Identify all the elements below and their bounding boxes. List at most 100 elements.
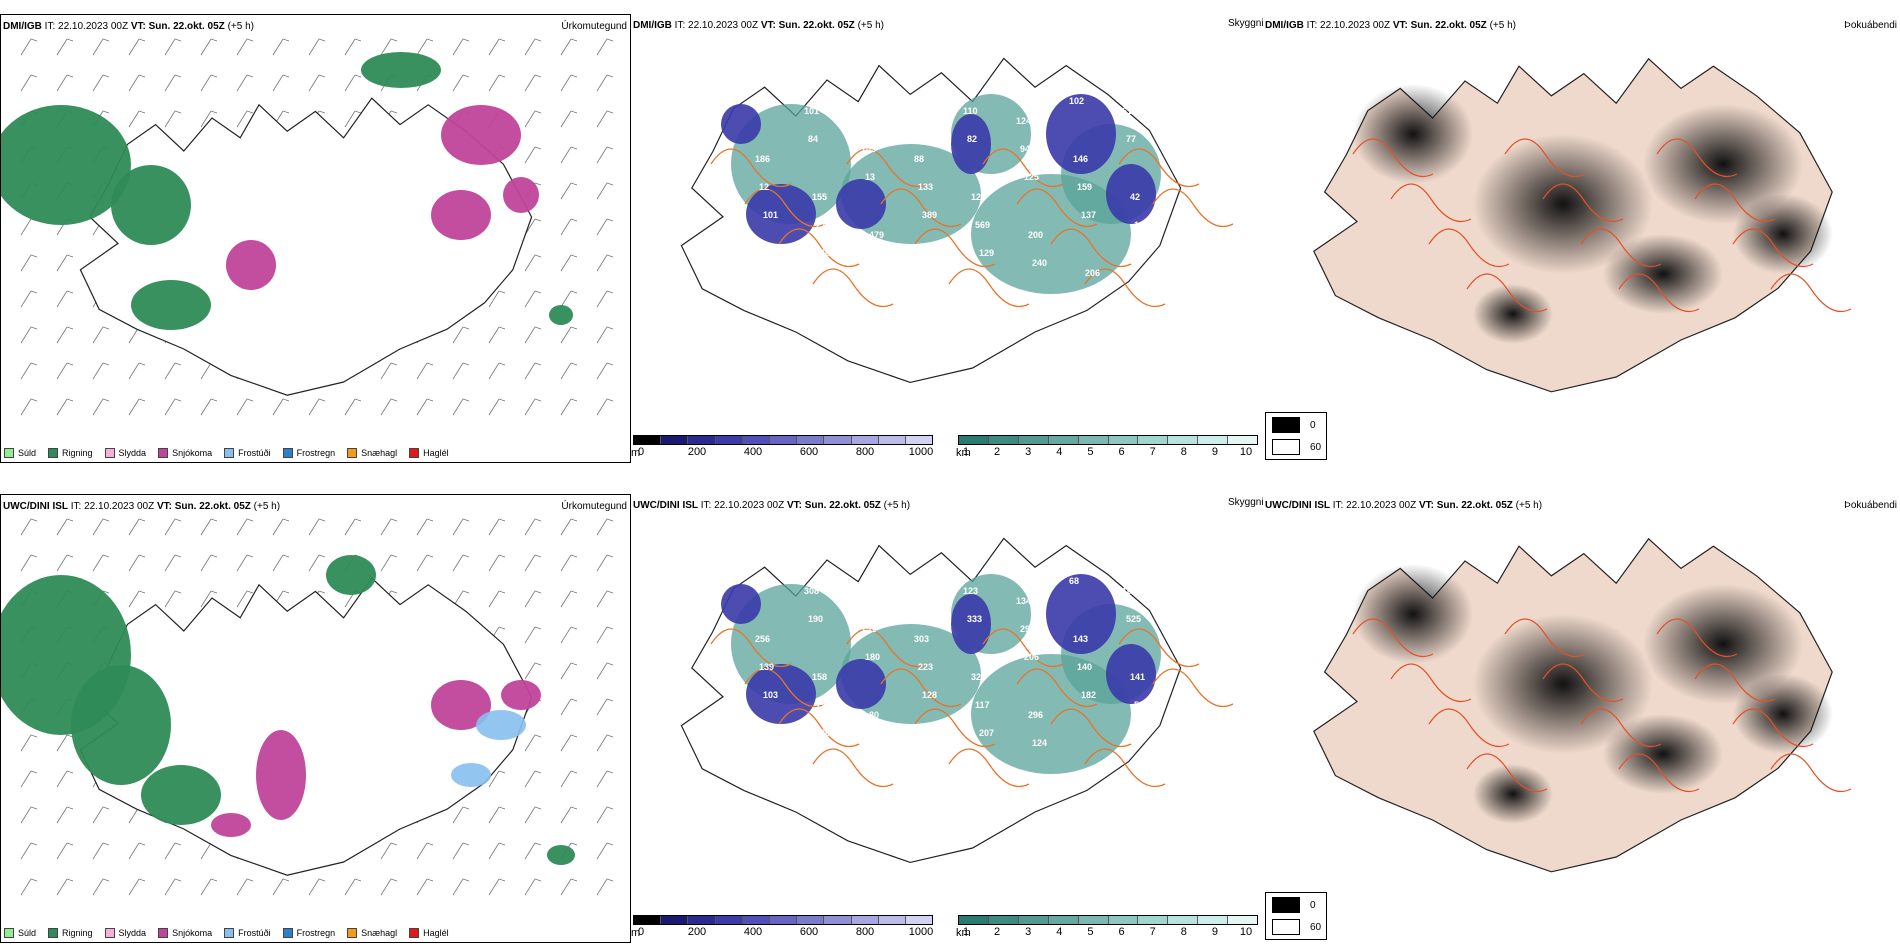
legend-item: Frostregn: [282, 928, 335, 938]
wind-barb: [426, 362, 434, 366]
field-patch: [836, 179, 886, 229]
wind-barb: [174, 110, 182, 114]
field-patch: [836, 659, 886, 709]
visibility-value-label: 128: [922, 690, 937, 700]
wind-barb: [92, 518, 104, 536]
wind-barb: [20, 842, 32, 860]
visibility-value-label: 114: [751, 96, 766, 106]
legend-item: Snæhagl: [347, 928, 397, 938]
colorbar-segment: [1078, 916, 1109, 924]
legend-swatch: [104, 448, 115, 458]
wind-barb: [20, 734, 32, 752]
wind-barb: [308, 398, 320, 416]
colorbar-tick-label: 600: [799, 926, 819, 938]
wind-barb: [138, 878, 146, 882]
wind-barb: [560, 110, 572, 128]
wind-barb: [174, 554, 182, 558]
wind-barb: [534, 770, 542, 774]
visibility-value-label: 77: [1126, 134, 1136, 144]
colorbar-segment: [1108, 436, 1139, 444]
wind-barb: [596, 182, 608, 200]
wind-barb: [138, 362, 146, 366]
wind-barb: [390, 38, 398, 42]
wind-barb: [246, 74, 254, 78]
field-patch: [549, 305, 573, 325]
wind-barb: [200, 38, 212, 56]
visibility-value-label: 240: [1032, 258, 1047, 268]
wind-barb: [534, 626, 542, 630]
colorbar-segment: [742, 916, 770, 924]
road-line: [1084, 748, 1166, 788]
visibility-colorbar-m-2: 0 200 400 600 800 1000 m: [631, 915, 933, 939]
colorbar-segment: [1168, 436, 1199, 444]
wind-barb: [174, 362, 182, 366]
visibility-value-label: 116: [857, 116, 872, 126]
wind-barb: [606, 74, 614, 78]
wind-barb: [596, 362, 608, 380]
wind-barb: [426, 518, 434, 522]
wind-barb: [282, 590, 290, 594]
legend-swatch: [104, 928, 115, 938]
wind-barb: [354, 74, 362, 78]
wind-barb: [246, 554, 254, 558]
visibility-value-label: 155: [812, 192, 827, 202]
field-patch: [111, 165, 191, 245]
wind-barb: [498, 554, 506, 558]
road-line: [914, 228, 996, 268]
fog-map-panel-2: UWC/DINI ISL IT: 22.10.2023 00Z VT: Sun.…: [1263, 494, 1900, 934]
colorbar-segment: [1108, 916, 1139, 924]
wind-barb: [426, 398, 434, 402]
wind-barb: [606, 806, 614, 810]
legend-label: Rigning: [62, 448, 93, 458]
wind-barb: [462, 878, 470, 882]
wind-barb: [318, 74, 326, 78]
wind-barb: [30, 734, 38, 738]
wind-barb: [452, 398, 464, 416]
wind-barb: [174, 74, 182, 78]
wind-barb: [596, 698, 608, 716]
wind-barb: [606, 626, 614, 630]
wind-barb: [66, 554, 74, 558]
wind-barb: [498, 626, 506, 630]
wind-barb: [524, 554, 536, 572]
wind-barb: [416, 554, 428, 572]
wind-barb: [30, 254, 38, 258]
legend-item: Súld: [4, 928, 36, 938]
wind-barb: [606, 770, 614, 774]
field-patch: [951, 594, 991, 654]
wind-barb: [560, 290, 572, 308]
legend-item: Haglél: [409, 928, 449, 938]
colorbar-ticks: 0 200 400 600 800 1000: [633, 925, 933, 939]
wind-barb: [560, 362, 572, 380]
wind-barb: [56, 554, 68, 572]
wind-barb: [452, 842, 464, 860]
visibility-value-label: 117: [975, 700, 990, 710]
wind-barb: [426, 38, 434, 42]
visibility-value-label: 137: [1081, 210, 1096, 220]
colorbar-tick-label: 10: [1239, 446, 1253, 458]
road-line: [880, 668, 962, 708]
visibility-value-label: 134: [1016, 596, 1031, 606]
wind-barb: [138, 74, 146, 78]
wind-barb: [210, 398, 218, 402]
wind-barb: [524, 626, 536, 644]
wind-barb: [56, 254, 68, 272]
road-line: [982, 148, 1064, 188]
wind-barb: [344, 518, 356, 536]
panel-type-title: Úrkomutegund: [561, 501, 627, 512]
wind-barb: [272, 74, 284, 92]
visibility-value-label: 84: [808, 134, 818, 144]
wind-barb: [570, 806, 578, 810]
wind-barb: [606, 254, 614, 258]
visibility-value-label: 42: [1130, 192, 1140, 202]
visibility-title: Skyggni: [1228, 497, 1264, 508]
road-line: [1352, 618, 1434, 658]
visibility-value-label: 125: [1024, 172, 1039, 182]
wind-barb: [524, 74, 536, 92]
visibility-value-label: 101: [767, 748, 782, 758]
fog-legend-swatch: [1272, 919, 1300, 935]
wind-barb: [390, 518, 398, 522]
wind-barb: [524, 734, 536, 752]
colorbar-strip: [633, 915, 933, 925]
visibility-value-label: 303: [914, 634, 929, 644]
